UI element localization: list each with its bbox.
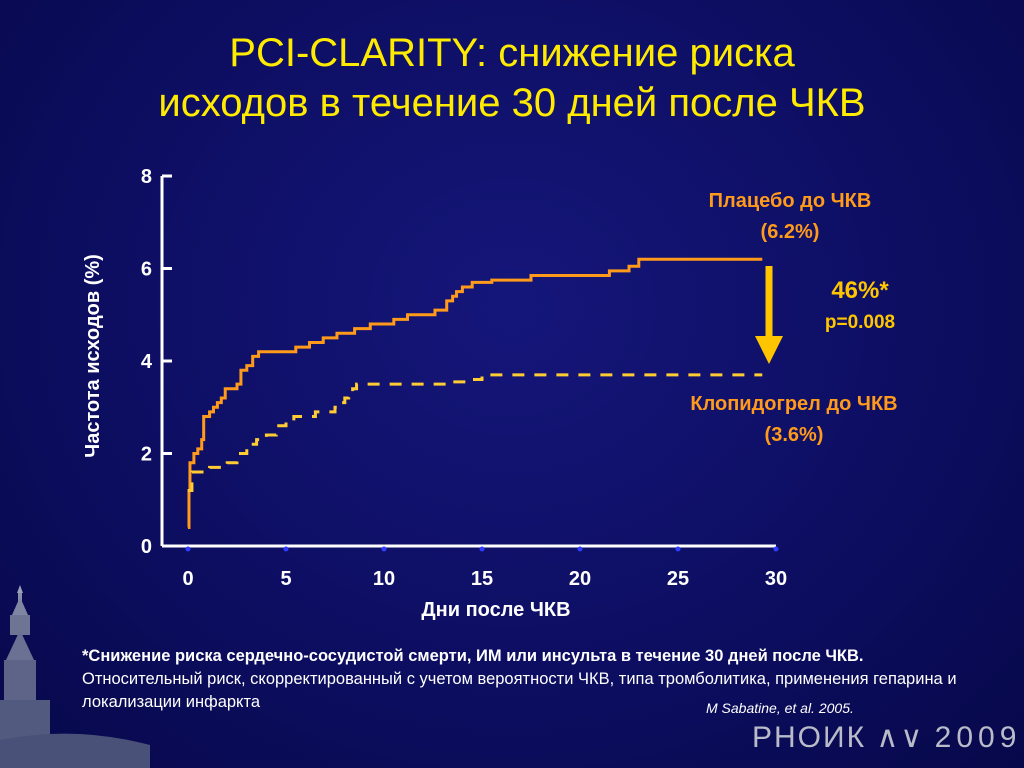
reduction-label: 46%* [831, 277, 889, 304]
clopidogrel-series-name: Клопидогрел до ЧКВ [690, 393, 897, 415]
phoik-watermark: PHOИК ∧∨ 2009 [752, 720, 1021, 755]
clopidogrel-curve [188, 373, 763, 492]
slide-title: PCI-CLARITY: снижение риска исходов в те… [60, 28, 964, 128]
km-chart: 0 2 4 6 8 0 5 10 15 20 25 30 Дни после ЧКВ Частота ис… [82, 166, 898, 621]
y-tick-label: 6 [141, 259, 152, 281]
y-axis-label: Частота исходов (%) [82, 254, 104, 458]
citation: M Sabatine, et al. 2005. [706, 700, 854, 716]
x-tick-mark [773, 546, 779, 552]
placebo-value-label: (6.2%) [761, 221, 820, 243]
placebo-curve [187, 257, 763, 529]
x-tick-label: 0 [182, 568, 193, 590]
y-tick-label: 4 [141, 351, 153, 373]
watermark-year: 2009 [934, 721, 1022, 754]
x-tick-mark [283, 546, 289, 552]
x-tick-mark [577, 546, 583, 552]
title-line-2: исходов в течение 30 дней после ЧКВ [158, 81, 866, 125]
y-tick-label: 0 [141, 536, 152, 558]
x-tick-label: 10 [373, 568, 395, 590]
footnote-bold: *Снижение риска сердечно-сосудистой смер… [82, 647, 864, 665]
x-tick-label: 30 [765, 568, 787, 590]
y-tick-label: 2 [141, 444, 152, 466]
title-line-1: PCI-CLARITY: снижение риска [229, 31, 795, 75]
x-axis-label: Дни после ЧКВ [421, 599, 570, 621]
pvalue-label: p=0.008 [825, 312, 895, 333]
x-tick-label: 15 [471, 568, 493, 590]
y-tick-label: 8 [141, 166, 152, 188]
clopidogrel-value-label: (3.6%) [765, 424, 824, 446]
reduction-arrow-icon [755, 336, 783, 364]
watermark-pulse-icon: ∧∨ [866, 721, 935, 754]
x-tick-mark [381, 546, 387, 552]
x-tick-mark [675, 546, 681, 552]
kremlin-tower-logo [0, 585, 150, 768]
x-tick-label: 5 [280, 568, 291, 590]
watermark-word: PHOИК [752, 721, 867, 754]
placebo-series-name: Плацебо до ЧКВ [709, 190, 872, 212]
x-tick-label: 25 [667, 568, 689, 590]
footnote-text: Относительный риск, скорректированный с … [82, 670, 957, 711]
x-tick-mark [185, 546, 191, 552]
x-tick-mark [479, 546, 485, 552]
footnote: *Снижение риска сердечно-сосудистой смер… [82, 645, 982, 714]
x-tick-label: 20 [569, 568, 591, 590]
